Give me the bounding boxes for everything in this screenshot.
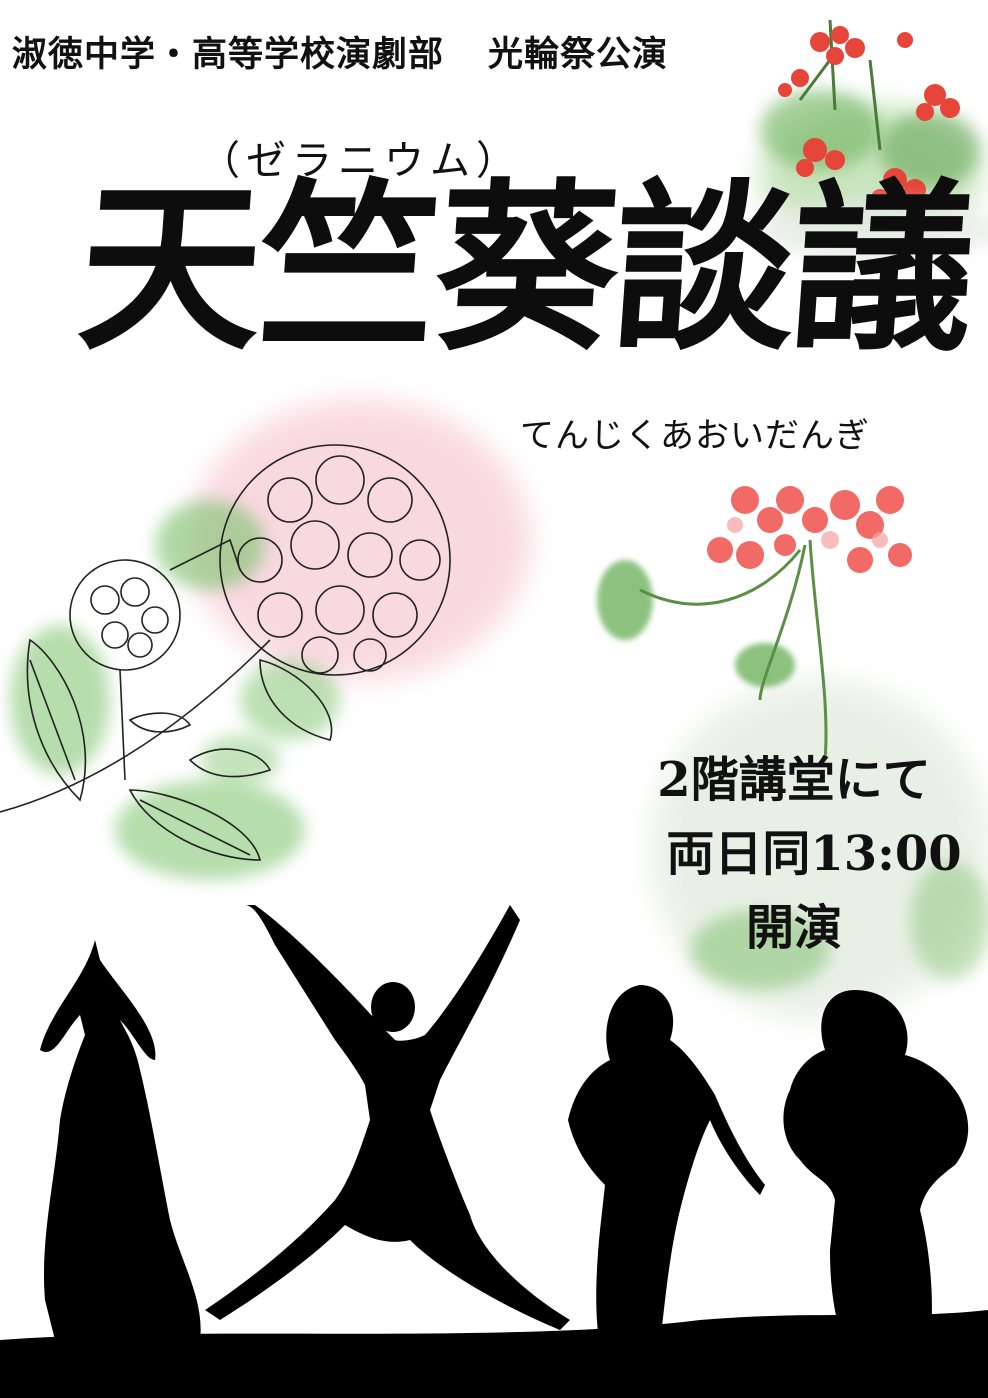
poster-title: 天竺葵談議: [72, 163, 978, 375]
start-text: 開演: [745, 900, 842, 956]
dancer-silhouettes: [0, 905, 988, 1398]
header-line: 淑徳中学・高等学校演劇部 光輪祭公演: [12, 26, 668, 77]
time-text: 両日同13:00: [666, 826, 962, 882]
school-name: 淑徳中学・高等学校演劇部: [12, 34, 445, 75]
event-name: 光輪祭公演: [488, 34, 669, 75]
title-reading: てんじくあおいだんぎ: [520, 416, 870, 456]
geranium-pink-illustration: [597, 486, 988, 1020]
title-ruby: （ゼラニウム）: [200, 138, 522, 184]
venue-text: 2階講堂にて: [657, 752, 931, 808]
geranium-top-right-illustration: [760, 19, 988, 260]
hydrangea-illustration: [0, 400, 530, 880]
